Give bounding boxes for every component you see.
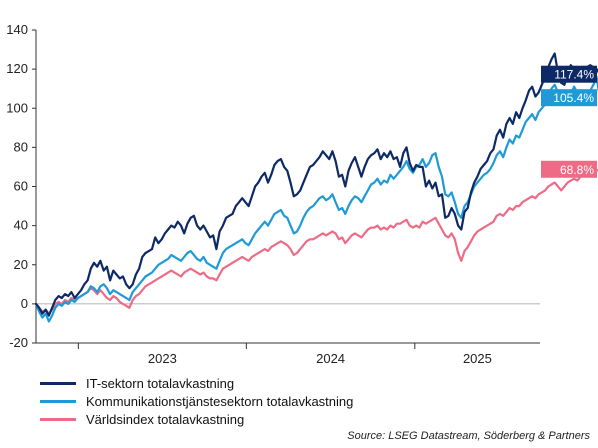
y-tick-label: 80 [14,139,28,154]
legend-label-world: Världsindex totalavkastning [86,411,245,427]
legend: IT-sektorn totalavkastning Kommunikation… [40,374,353,428]
x-tick-label: 2023 [148,351,177,366]
x-tick-label: 2025 [463,351,492,366]
y-tick-label: 0 [21,296,28,311]
legend-label-communication: Kommunikationstjänstesektorn totalavkast… [86,393,354,409]
end-label-box-0 [541,65,597,83]
y-tick-label: 100 [6,100,28,115]
legend-label-it: IT-sektorn totalavkastning [86,375,235,391]
x-tick-label: 2024 [316,351,345,366]
legend-swatch-communication [40,399,76,403]
y-tick-label: 40 [14,218,28,233]
end-labels: 117.4% 105.4% 68.8% [541,65,597,178]
x-axis: 2023 2024 2025 [36,303,540,366]
y-axis: -20 0 20 40 60 80 100 120 140 [6,22,37,350]
legend-swatch-it [40,381,76,385]
y-tick-label: 140 [6,22,28,37]
legend-item-it: IT-sektorn totalavkastning [40,374,353,392]
series-line-2 [34,168,598,315]
legend-item-world: Världsindex totalavkastning [40,410,353,428]
end-label-1: 105.4% [553,91,594,105]
series-line-0 [34,52,598,317]
y-tick-label: 20 [14,257,28,272]
end-label-box-1 [541,89,597,107]
series-layer [34,52,598,323]
end-label-2: 68.8% [560,163,594,177]
y-tick-label: 60 [14,179,28,194]
legend-swatch-world [40,417,76,421]
y-tick-label: -20 [9,335,28,350]
end-label-0: 117.4% [554,68,594,82]
series-line-1 [34,75,598,323]
end-label-box-2 [541,160,597,178]
y-tick-label: 120 [6,61,28,76]
legend-item-communication: Kommunikationstjänstesektorn totalavkast… [40,392,353,410]
source-note: Source: LSEG Datastream, Söderberg & Par… [347,430,590,442]
